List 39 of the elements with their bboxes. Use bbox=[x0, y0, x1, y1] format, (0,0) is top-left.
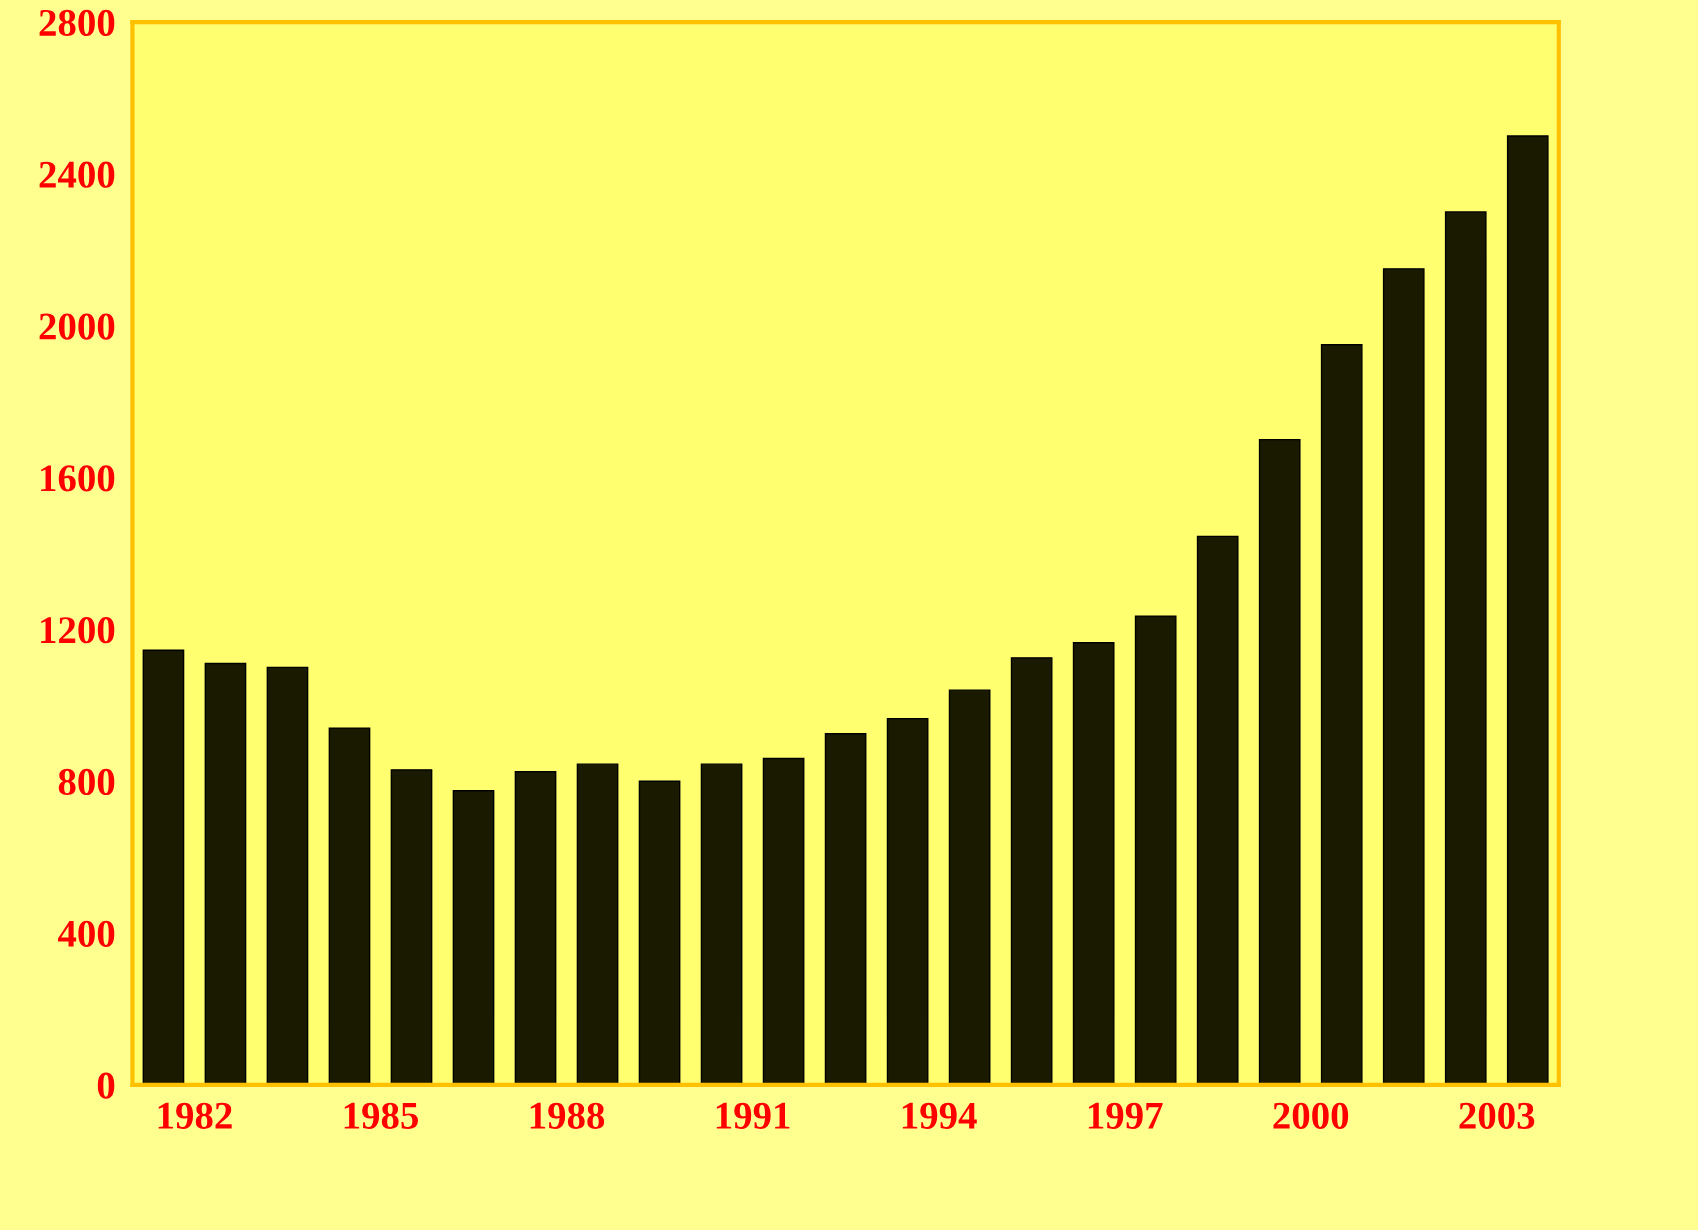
y-tick-label: 400 bbox=[57, 920, 115, 947]
bar bbox=[328, 727, 371, 1085]
bar bbox=[1506, 135, 1549, 1085]
x-tick-label: 1985 bbox=[344, 1102, 418, 1129]
x-tick-label: 1994 bbox=[902, 1102, 977, 1129]
bar bbox=[204, 662, 247, 1085]
bar bbox=[762, 757, 805, 1085]
y-tick-label: 2400 bbox=[39, 161, 115, 188]
bar bbox=[1196, 535, 1239, 1085]
bar bbox=[1320, 344, 1363, 1085]
bar bbox=[1010, 657, 1053, 1085]
bar bbox=[1258, 438, 1301, 1085]
x-tick-label: 1988 bbox=[530, 1102, 605, 1129]
bar bbox=[1134, 615, 1177, 1085]
x-tick-label: 2003 bbox=[1459, 1102, 1535, 1129]
bar bbox=[824, 733, 867, 1085]
bar bbox=[1382, 268, 1425, 1085]
bar bbox=[1072, 641, 1115, 1085]
y-tick-label: 800 bbox=[58, 768, 115, 796]
bar bbox=[700, 763, 743, 1085]
y-tick-label: 0 bbox=[97, 1072, 115, 1099]
y-tick-label: 2800 bbox=[39, 9, 115, 37]
y-tick-label: 1200 bbox=[41, 617, 115, 644]
x-tick-label: 1991 bbox=[716, 1102, 790, 1129]
y-tick-label: 1600 bbox=[41, 465, 115, 492]
bar bbox=[452, 790, 495, 1085]
bar bbox=[266, 666, 309, 1085]
x-tick-label: 2000 bbox=[1273, 1102, 1349, 1129]
x-tick-label: 1997 bbox=[1088, 1102, 1163, 1129]
bar bbox=[1444, 211, 1487, 1085]
bar bbox=[638, 780, 681, 1085]
bar bbox=[142, 649, 185, 1085]
bar bbox=[886, 717, 929, 1085]
bar bbox=[390, 769, 433, 1085]
bar bbox=[514, 771, 557, 1085]
bar bbox=[948, 689, 991, 1085]
x-tick-label: 1982 bbox=[158, 1102, 232, 1129]
y-tick-label: 2000 bbox=[39, 313, 115, 340]
bar bbox=[576, 763, 619, 1085]
